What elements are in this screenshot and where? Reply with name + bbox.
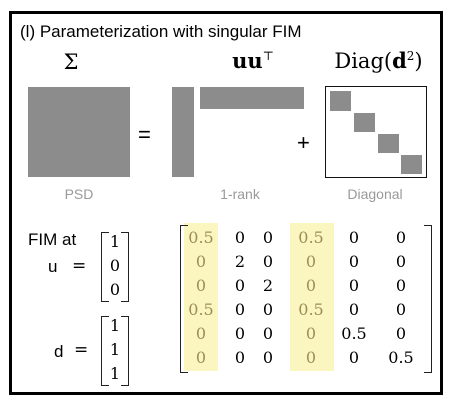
psd-caption: PSD [64, 186, 94, 202]
transpose-sup: ⊤ [262, 49, 274, 63]
fim-cell: 0 [262, 324, 274, 343]
diag-block-3 [378, 134, 399, 153]
d-bracket-left [101, 316, 109, 386]
fim-cell: 0 [195, 348, 207, 367]
fim-cell: 0 [348, 276, 360, 295]
fim-cell: 0 [234, 276, 246, 295]
fim-cell: 0 [348, 348, 360, 367]
u-entry: 0 [109, 256, 121, 275]
fim-cell: 0 [395, 324, 407, 343]
fim-cell: 0 [234, 300, 246, 319]
psd-matrix-block [28, 87, 130, 177]
diag-close: ) [414, 49, 423, 73]
uu-transpose-label: uu⊤ [218, 48, 288, 73]
fim-cell: 0 [195, 252, 207, 271]
fim-cell: 0.5 [388, 348, 414, 367]
plus-sign: + [297, 130, 310, 155]
sigma-symbol: Σ [63, 50, 79, 74]
diag-block-2 [354, 113, 375, 132]
diag-block-4 [401, 155, 422, 174]
rank1-caption: 1-rank [220, 186, 260, 202]
fim-cell: 0 [395, 300, 407, 319]
diagonal-caption: Diagonal [347, 186, 403, 202]
highlight-column-4 [290, 223, 334, 371]
fim-cell: 0 [262, 348, 274, 367]
fim-cell: 0 [395, 252, 407, 271]
fim-cell: 0 [234, 228, 246, 247]
fim-cell: 0 [305, 348, 317, 367]
fim-cell: 0 [348, 228, 360, 247]
fim-cell: 0.5 [341, 324, 367, 343]
d-equals: = [74, 340, 89, 360]
fim-cell: 0 [234, 348, 246, 367]
u-equals: = [72, 256, 87, 276]
equals-sign: = [138, 122, 151, 147]
fim-cell: 0.5 [298, 228, 324, 247]
fim-cell: 0 [348, 252, 360, 271]
diag-block-1 [330, 91, 351, 111]
fim-cell: 0 [262, 300, 274, 319]
fim-cell: 0 [234, 324, 246, 343]
d-entry: 1 [109, 340, 121, 359]
fim-cell: 0.5 [188, 228, 214, 247]
u-entry: 0 [109, 280, 121, 299]
fim-cell: 2 [234, 252, 246, 271]
d-label: d [54, 342, 64, 361]
fim-cell: 0 [305, 324, 317, 343]
d-bracket-right [121, 316, 129, 386]
fim-cell: 0 [348, 300, 360, 319]
highlight-column-1 [184, 223, 218, 371]
fim-bracket-left [180, 225, 188, 373]
uu-text: uu [232, 48, 263, 73]
fim-cell: 0 [305, 276, 317, 295]
rank1-row-vector [200, 87, 304, 109]
fim-cell: 0.5 [298, 300, 324, 319]
fim-cell: 0 [262, 228, 274, 247]
u-entry: 1 [109, 232, 121, 251]
rank1-column-vector [172, 87, 194, 177]
u-bracket-right [121, 232, 129, 302]
d-entry: 1 [109, 316, 121, 335]
d-entry: 1 [109, 364, 121, 383]
diag-sup: 2 [406, 49, 415, 63]
u-bracket-left [101, 232, 109, 302]
fim-cell: 0 [395, 276, 407, 295]
fim-cell: 0 [195, 324, 207, 343]
fim-bracket-right [424, 225, 432, 373]
diag-d2-label: Diag(d2) [326, 48, 431, 73]
fim-cell: 0.5 [188, 300, 214, 319]
fim-cell: 0 [395, 228, 407, 247]
panel-title: (l) Parameterization with singular FIM [20, 22, 302, 41]
u-label: u [48, 257, 58, 276]
figure-panel [9, 11, 443, 395]
fim-cell: 0 [262, 252, 274, 271]
fim-cell: 0 [195, 276, 207, 295]
diag-d: d [392, 48, 407, 73]
fim-label: FIM at [28, 230, 77, 249]
diag-text: Diag( [334, 49, 393, 73]
fim-cell: 0 [305, 252, 317, 271]
fim-cell: 2 [262, 276, 274, 295]
